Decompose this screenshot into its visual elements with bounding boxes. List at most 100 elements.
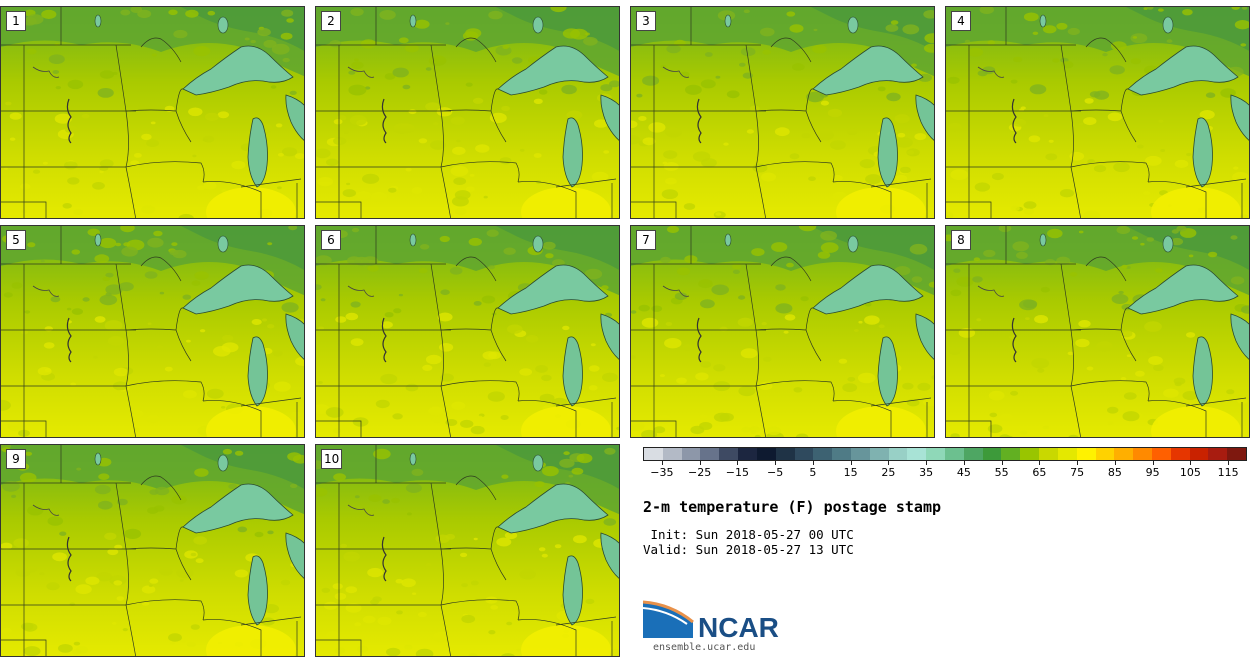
colorbar-swatch (644, 448, 663, 460)
colorbar-tick-label: 65 (1032, 466, 1047, 479)
map-panel-4: 4 (945, 6, 1250, 219)
member-number: 5 (6, 230, 26, 250)
temperature-map (1, 445, 304, 656)
colorbar-tick-mark (661, 461, 663, 465)
colorbar-swatch (982, 448, 1002, 460)
colorbar-tick-mark (1152, 461, 1154, 465)
member-number: 6 (321, 230, 341, 250)
colorbar-tick-mark (1077, 461, 1079, 465)
colorbar-tick-mark (812, 461, 814, 465)
map-panel-1: 1 (0, 6, 305, 219)
map-panel-5: 5 (0, 225, 305, 438)
colorbar-swatch (700, 448, 720, 460)
map-panel-2: 2 (315, 6, 620, 219)
temperature-map (946, 226, 1249, 437)
chart-title: 2-m temperature (F) postage stamp (643, 498, 942, 516)
init-time: Init: Sun 2018-05-27 00 UTC (650, 527, 854, 542)
colorbar-tick-mark (1228, 461, 1230, 465)
map-panel-10: 10 (315, 444, 620, 657)
colorbar-tick-label: 85 (1107, 466, 1122, 479)
colorbar-swatch (926, 448, 945, 460)
colorbar-swatch (719, 448, 739, 460)
temperature-map (316, 226, 619, 437)
colorbar-swatch (1039, 448, 1058, 460)
map-panel-3: 3 (630, 6, 935, 219)
colorbar-swatch (888, 448, 908, 460)
member-number: 4 (951, 11, 971, 31)
colorbar-swatch (1151, 448, 1171, 460)
colorbar-tick-mark (850, 461, 852, 465)
colorbar-tick-mark (1001, 461, 1003, 465)
colorbar-tick-label: 115 (1217, 466, 1239, 479)
colorbar-swatch (738, 448, 757, 460)
colorbar-swatch (1170, 448, 1190, 460)
colorbar-tick-label: −25 (688, 466, 712, 479)
colorbar-swatch (1189, 448, 1209, 460)
colorbar-tick-label: 25 (881, 466, 896, 479)
map-panel-9: 9 (0, 444, 305, 657)
colorbar-tick-label: 105 (1179, 466, 1201, 479)
colorbar-tick-label: −35 (650, 466, 674, 479)
map-panel-7: 7 (630, 225, 935, 438)
colorbar-ticks: −35 −25 −15 −5 5 15 25 35 45 55 65 75 85 95 105 115 (643, 461, 1247, 480)
temperature-map (946, 7, 1249, 218)
temperature-map (316, 7, 619, 218)
colorbar-swatch (775, 448, 795, 460)
colorbar-tick-mark (888, 461, 890, 465)
colorbar-tick-label: −5 (767, 466, 784, 479)
colorbar-swatch (869, 448, 889, 460)
colorbar-tick-mark (737, 461, 739, 465)
colorbar-tick-mark (1114, 461, 1116, 465)
colorbar-swatch (1020, 448, 1040, 460)
colorbar-swatch (1227, 448, 1246, 460)
temperature-map (316, 445, 619, 656)
member-number: 7 (636, 230, 656, 250)
colorbar-swatch (794, 448, 814, 460)
colorbar-swatch (756, 448, 776, 460)
colorbar-tick-mark (963, 461, 965, 465)
temperature-map (1, 226, 304, 437)
member-number: 2 (321, 11, 341, 31)
colorbar-swatch (832, 448, 851, 460)
colorbar-tick-mark (1039, 461, 1041, 465)
logo-name: NCAR (698, 612, 779, 643)
temperature-map (631, 226, 934, 437)
colorbar-tick-label: 15 (843, 466, 858, 479)
colorbar-swatch (1208, 448, 1228, 460)
member-number: 3 (636, 11, 656, 31)
colorbar-swatch (813, 448, 833, 460)
colorbar-swatch (1114, 448, 1134, 460)
colorbar-swatch (1076, 448, 1096, 460)
temperature-map (631, 7, 934, 218)
colorbar-swatch (681, 448, 701, 460)
colorbar-tick-label: −15 (725, 466, 749, 479)
colorbar-swatch (662, 448, 682, 460)
colorbar-swatch (1095, 448, 1115, 460)
ncar-logo-icon (643, 600, 694, 638)
member-number: 9 (6, 449, 26, 469)
colorbar-swatch (945, 448, 964, 460)
colorbar-swatch (907, 448, 927, 460)
colorbar-tick-mark (1190, 461, 1192, 465)
map-panel-6: 6 (315, 225, 620, 438)
colorbar-tick-label: 75 (1070, 466, 1085, 479)
member-number: 1 (6, 11, 26, 31)
colorbar-tick-mark (926, 461, 928, 465)
colorbar-swatch (850, 448, 870, 460)
colorbar-tick-label: 55 (994, 466, 1009, 479)
colorbar-swatch (1133, 448, 1152, 460)
valid-time: Valid: Sun 2018-05-27 13 UTC (643, 542, 854, 557)
member-number: 10 (321, 449, 343, 469)
temperature-colorbar (643, 447, 1247, 461)
logo-url: ensemble.ucar.edu (653, 642, 756, 653)
colorbar-tick-mark (775, 461, 777, 465)
member-number: 8 (951, 230, 971, 250)
colorbar-tick-mark (699, 461, 701, 465)
map-panel-8: 8 (945, 225, 1250, 438)
colorbar-swatch (1057, 448, 1077, 460)
temperature-map (1, 7, 304, 218)
colorbar-tick-label: 95 (1145, 466, 1160, 479)
colorbar-tick-label: 45 (956, 466, 971, 479)
colorbar-tick-label: 35 (919, 466, 934, 479)
colorbar-swatch (963, 448, 983, 460)
